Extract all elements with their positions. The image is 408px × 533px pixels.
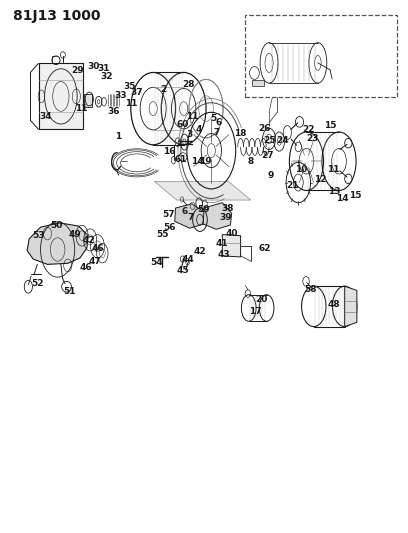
Text: 54: 54 bbox=[150, 258, 163, 266]
Text: 55: 55 bbox=[156, 230, 169, 239]
Text: 1: 1 bbox=[115, 132, 121, 141]
Text: 13: 13 bbox=[328, 187, 340, 196]
Text: 5: 5 bbox=[210, 114, 216, 123]
Text: 20: 20 bbox=[255, 295, 268, 304]
Text: 57: 57 bbox=[163, 211, 175, 220]
Text: 29: 29 bbox=[71, 66, 84, 75]
Text: 35: 35 bbox=[124, 82, 136, 91]
Polygon shape bbox=[27, 223, 88, 264]
Text: 38: 38 bbox=[221, 204, 234, 213]
Text: 26: 26 bbox=[258, 124, 271, 133]
Text: 11: 11 bbox=[327, 165, 339, 174]
Text: 34: 34 bbox=[39, 112, 52, 121]
Text: 2: 2 bbox=[160, 85, 166, 94]
Text: 48: 48 bbox=[328, 300, 340, 309]
Text: 27: 27 bbox=[262, 151, 274, 160]
Text: 22: 22 bbox=[303, 125, 315, 134]
Text: 11: 11 bbox=[186, 111, 199, 120]
Text: 9: 9 bbox=[268, 171, 274, 180]
Text: 56: 56 bbox=[164, 223, 176, 232]
Text: 37: 37 bbox=[130, 88, 143, 97]
Text: 51: 51 bbox=[64, 287, 76, 296]
Text: 6: 6 bbox=[182, 207, 188, 216]
Text: 39: 39 bbox=[219, 213, 232, 222]
Text: 8: 8 bbox=[247, 157, 253, 166]
Text: 53: 53 bbox=[32, 231, 45, 240]
Text: 15: 15 bbox=[324, 120, 336, 130]
Polygon shape bbox=[222, 235, 241, 257]
Text: 4: 4 bbox=[195, 125, 202, 134]
Text: 33: 33 bbox=[115, 91, 127, 100]
Polygon shape bbox=[154, 181, 251, 200]
Text: 12: 12 bbox=[314, 175, 326, 184]
Polygon shape bbox=[345, 286, 357, 327]
Text: 60: 60 bbox=[176, 119, 188, 128]
Text: 15: 15 bbox=[349, 191, 361, 200]
Text: 3: 3 bbox=[186, 130, 193, 139]
Text: 36: 36 bbox=[107, 107, 120, 116]
Text: 46: 46 bbox=[80, 263, 92, 272]
Text: 44: 44 bbox=[182, 255, 194, 264]
Text: 7: 7 bbox=[187, 213, 193, 222]
Text: 50: 50 bbox=[50, 221, 62, 230]
Text: 46: 46 bbox=[91, 245, 104, 254]
Text: 19: 19 bbox=[200, 157, 212, 166]
Text: 16: 16 bbox=[163, 147, 176, 156]
Text: 59: 59 bbox=[197, 205, 209, 214]
Text: 42: 42 bbox=[194, 247, 206, 256]
Text: 31: 31 bbox=[97, 64, 109, 73]
Text: 6: 6 bbox=[216, 118, 222, 127]
Polygon shape bbox=[84, 94, 92, 107]
Text: 45: 45 bbox=[177, 266, 189, 274]
Polygon shape bbox=[203, 203, 232, 229]
Text: 18: 18 bbox=[233, 129, 246, 138]
Text: 14: 14 bbox=[191, 157, 204, 166]
Text: 11: 11 bbox=[124, 99, 137, 108]
Text: 47: 47 bbox=[89, 257, 102, 266]
Text: 43: 43 bbox=[217, 250, 230, 259]
Bar bbox=[245, 15, 397, 98]
Text: 58: 58 bbox=[304, 285, 317, 294]
Text: 62: 62 bbox=[259, 245, 271, 254]
Text: 11: 11 bbox=[75, 104, 87, 113]
Text: 52: 52 bbox=[31, 279, 44, 288]
Text: 28: 28 bbox=[183, 79, 195, 88]
Text: 81J13 1000: 81J13 1000 bbox=[13, 10, 100, 23]
Text: 14: 14 bbox=[336, 195, 348, 204]
Text: 7: 7 bbox=[213, 127, 220, 136]
Text: 21: 21 bbox=[286, 181, 299, 190]
Polygon shape bbox=[38, 63, 83, 130]
Polygon shape bbox=[252, 80, 264, 86]
Text: 61: 61 bbox=[175, 155, 187, 164]
Text: 32: 32 bbox=[100, 71, 113, 80]
Text: 40: 40 bbox=[225, 229, 238, 238]
Text: 24: 24 bbox=[276, 136, 289, 145]
Text: 30: 30 bbox=[87, 62, 100, 71]
Text: 41: 41 bbox=[215, 239, 228, 248]
Polygon shape bbox=[175, 204, 206, 228]
Text: 17: 17 bbox=[249, 306, 262, 316]
Text: 25: 25 bbox=[263, 136, 275, 145]
Text: 49: 49 bbox=[68, 230, 81, 239]
Text: 23: 23 bbox=[306, 134, 318, 143]
Text: 42: 42 bbox=[83, 237, 95, 246]
Text: 10: 10 bbox=[295, 165, 308, 174]
